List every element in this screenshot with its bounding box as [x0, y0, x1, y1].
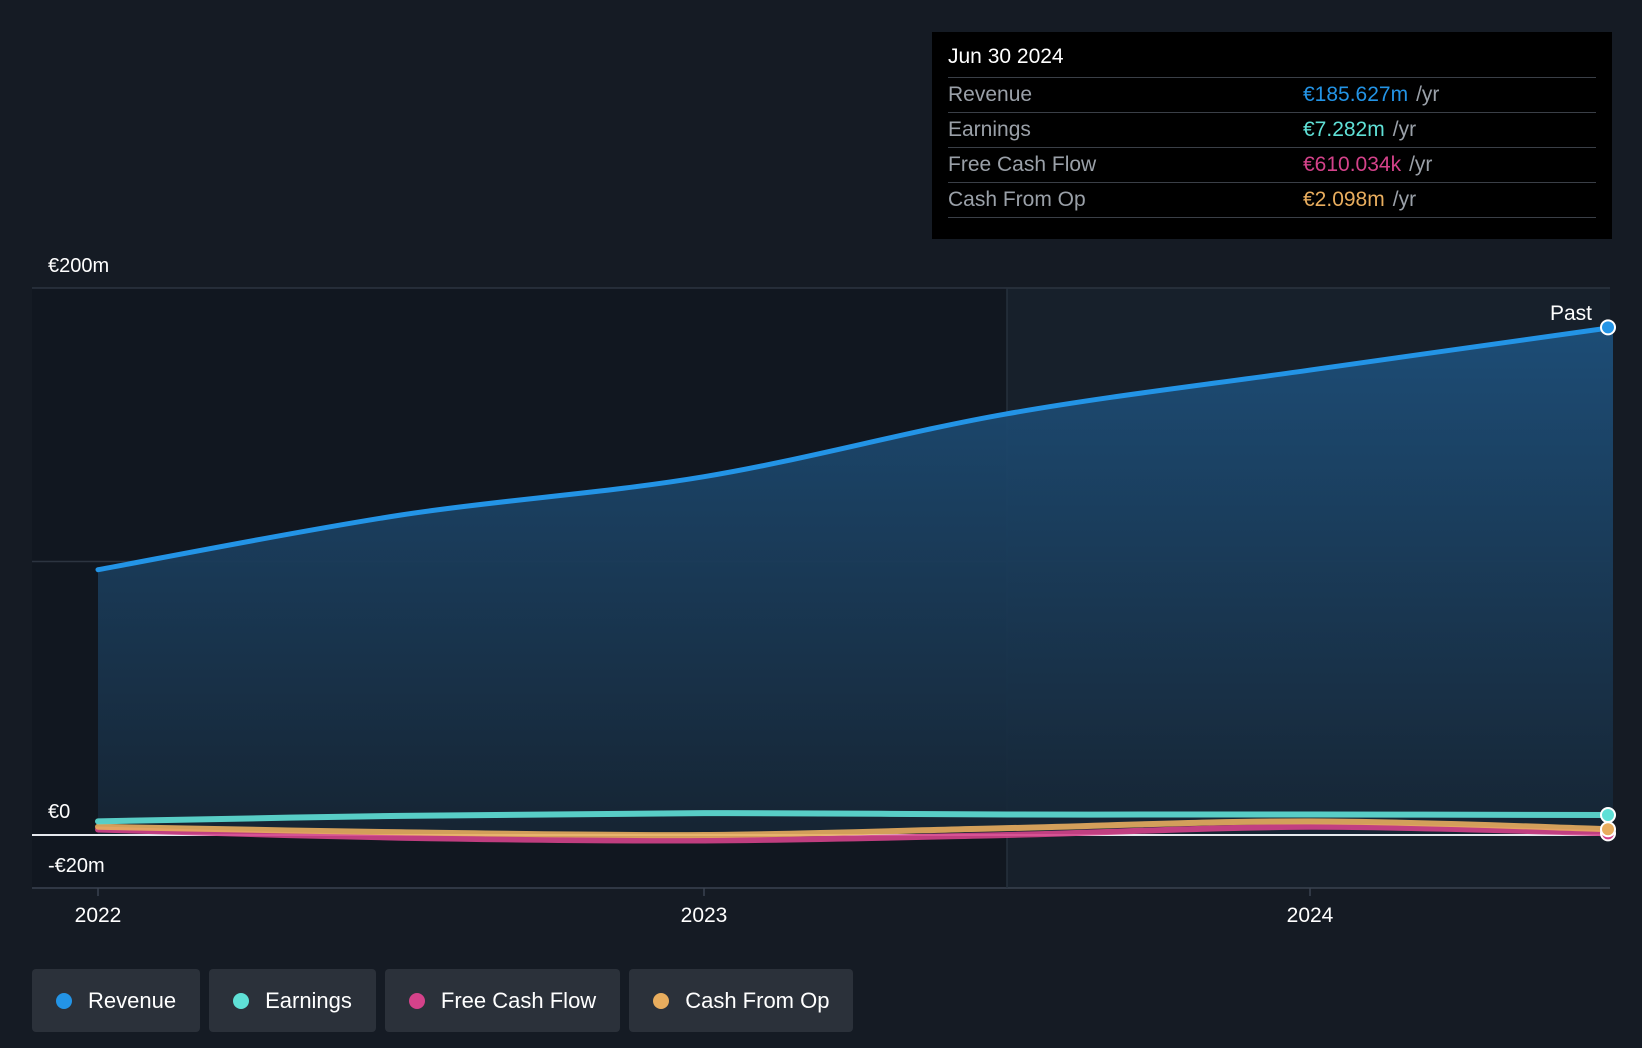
tooltip-unit: /yr	[1416, 83, 1440, 106]
point-earnings	[1600, 807, 1616, 824]
x-tick-label: 2022	[75, 904, 122, 927]
revenue-dot-icon	[56, 992, 72, 1009]
y-tick-label: €0	[48, 801, 70, 823]
legend-item-free-cash-flow[interactable]: Free Cash Flow	[384, 969, 621, 1032]
tooltip-row-cash-from-op: Cash From Op €2.098m /yr	[948, 183, 1596, 218]
point-cash-from-op	[1600, 821, 1616, 838]
y-tick-label: -€20m	[48, 855, 105, 877]
tooltip-label: Cash From Op	[948, 188, 1086, 211]
y-tick-label: €200m	[48, 255, 109, 277]
line-cash-from-op	[95, 818, 1616, 839]
legend-label: Revenue	[88, 987, 177, 1013]
legend-label: Earnings	[265, 987, 352, 1013]
tooltip-label: Revenue	[948, 83, 1033, 106]
earnings-dot-icon	[233, 992, 250, 1009]
legend-label: Free Cash Flow	[440, 987, 597, 1013]
tooltip-value: €7.282m	[1303, 118, 1385, 141]
free-cash-flow-dot-icon	[408, 992, 425, 1009]
tooltip-label: Free Cash Flow	[948, 153, 1097, 176]
point-revenue	[1600, 319, 1616, 336]
legend-item-cash-from-op[interactable]: Cash From Op	[629, 969, 854, 1032]
revenue-area	[98, 327, 1613, 835]
past-label: Past	[1550, 302, 1592, 325]
line-free-cash-flow	[95, 823, 1616, 844]
tooltip-value: €610.034k	[1303, 153, 1402, 176]
tooltip-value: €185.627m	[1303, 83, 1409, 106]
tooltip: Jun 30 2024 Revenue €185.627m /yr Earnin…	[932, 32, 1612, 239]
line-earnings	[95, 810, 1616, 825]
legend-item-earnings[interactable]: Earnings	[209, 969, 376, 1032]
legend-item-revenue[interactable]: Revenue	[32, 969, 201, 1032]
tooltip-row-earnings: Earnings €7.282m /yr	[948, 113, 1596, 148]
legend-label: Cash From Op	[685, 987, 830, 1013]
tooltip-unit: /yr	[1392, 188, 1417, 211]
tooltip-row-free-cash-flow: Free Cash Flow €610.034k /yr	[948, 148, 1596, 183]
tooltip-unit: /yr	[1409, 153, 1433, 176]
x-tick-label: 2023	[681, 904, 728, 927]
tooltip-label: Earnings	[948, 118, 1031, 141]
line-revenue	[95, 324, 1616, 573]
legend: Revenue Earnings Free Cash Flow Cash Fro…	[32, 969, 854, 1032]
x-tick-label: 2024	[1287, 904, 1334, 927]
tooltip-value: €2.098m	[1303, 188, 1385, 211]
cash-from-op-dot-icon	[653, 992, 670, 1009]
tooltip-unit: /yr	[1392, 118, 1417, 141]
tooltip-row-revenue: Revenue €185.627m /yr	[948, 78, 1596, 113]
tooltip-date: Jun 30 2024	[948, 45, 1596, 78]
